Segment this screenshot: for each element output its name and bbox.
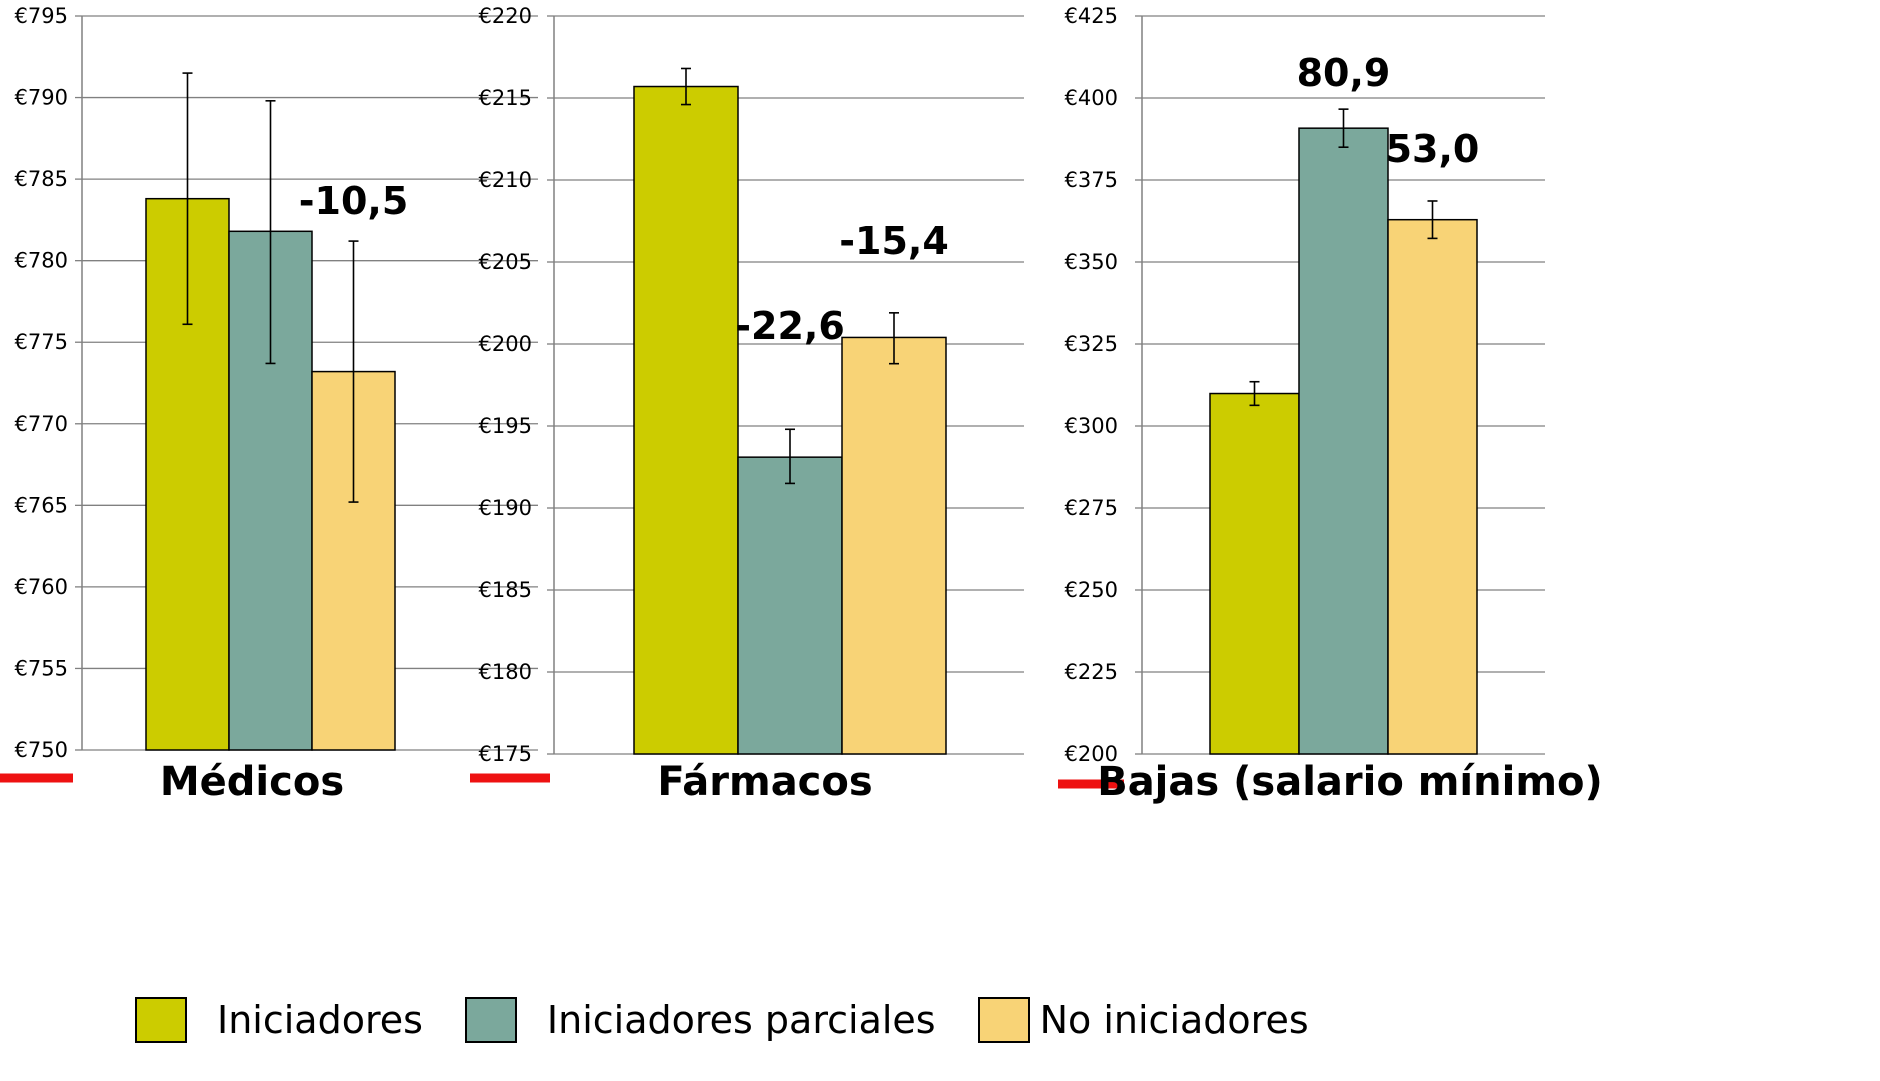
y-tick-label: €765 [15, 493, 68, 517]
bar [1298, 127, 1389, 755]
y-tick-label: €350 [1065, 250, 1118, 274]
y-tick-label: €200 [479, 332, 532, 356]
y-tick-label: €185 [479, 578, 532, 602]
y-tick-label: €760 [15, 575, 68, 599]
data-annotation: 80,9 [1297, 51, 1391, 95]
y-tick-label: €200 [1065, 742, 1118, 766]
bar [737, 456, 843, 755]
data-annotation: -10,5 [299, 179, 409, 223]
bar [841, 336, 947, 755]
y-tick-label: €175 [479, 742, 532, 766]
y-tick-label: €220 [479, 4, 532, 28]
y-tick-label: €400 [1065, 86, 1118, 110]
y-tick-label: €215 [479, 86, 532, 110]
legend-label-iniciadores: Iniciadores [217, 998, 423, 1042]
y-tick-label: €205 [479, 250, 532, 274]
y-tick-label: €275 [1065, 496, 1118, 520]
panel-title: Médicos [160, 759, 344, 805]
legend-swatch-no-iniciadores [977, 997, 1030, 1043]
legend-item-iniciadores: Iniciadores [135, 997, 423, 1043]
y-tick-label: €775 [15, 330, 68, 354]
y-tick-label: €375 [1065, 168, 1118, 192]
legend: Iniciadores Iniciadores parciales No ini… [135, 990, 1351, 1050]
y-tick-label: €180 [479, 660, 532, 684]
chart-panel-3: €200 €225 €250 €275 €300 €325 €350 €375 €400 €425… [1058, 4, 1603, 805]
data-annotation: -15,4 [839, 219, 949, 263]
legend-swatch-iniciadores [135, 997, 187, 1043]
y-tick-label: €785 [15, 167, 68, 191]
y-tick-label: €750 [15, 738, 68, 762]
legend-item-iniciadores-parciales: Iniciadores parciales [464, 997, 936, 1043]
y-tick-label: €425 [1065, 4, 1118, 28]
y-tick-label: €195 [479, 414, 532, 438]
y-tick-label: €790 [15, 86, 68, 110]
data-annotation: -22,6 [735, 304, 845, 348]
y-tick-label: €210 [479, 168, 532, 192]
legend-swatch-iniciadores-parciales [464, 997, 517, 1043]
legend-item-no-iniciadores: No iniciadores [977, 997, 1309, 1043]
chart-panel-2: €175 €180 €185 €190 €195 €200 €205 €210 €215 €220… [470, 4, 1024, 805]
chart-panel-1: €750 €755 €760 €765 €770 €775 €780 €785 €790 €795… [0, 4, 538, 805]
panel-title: Fármacos [657, 759, 872, 805]
legend-label-iniciadores-parciales: Iniciadores parciales [546, 998, 936, 1042]
bar [1209, 392, 1300, 755]
legend-label-no-iniciadores: No iniciadores [1039, 998, 1309, 1042]
bar [633, 85, 739, 755]
panel-title: Bajas (salario mínimo) [1097, 759, 1603, 805]
y-tick-label: €795 [15, 4, 68, 28]
y-tick-label: €225 [1065, 660, 1118, 684]
y-tick-label: €300 [1065, 414, 1118, 438]
y-tick-label: €250 [1065, 578, 1118, 602]
y-tick-label: €755 [15, 656, 68, 680]
y-tick-label: €770 [15, 412, 68, 436]
data-annotation: 53,0 [1386, 127, 1480, 171]
y-tick-label: €190 [479, 496, 532, 520]
bar [1387, 218, 1478, 755]
y-tick-label: €780 [15, 249, 68, 273]
y-tick-label: €325 [1065, 332, 1118, 356]
